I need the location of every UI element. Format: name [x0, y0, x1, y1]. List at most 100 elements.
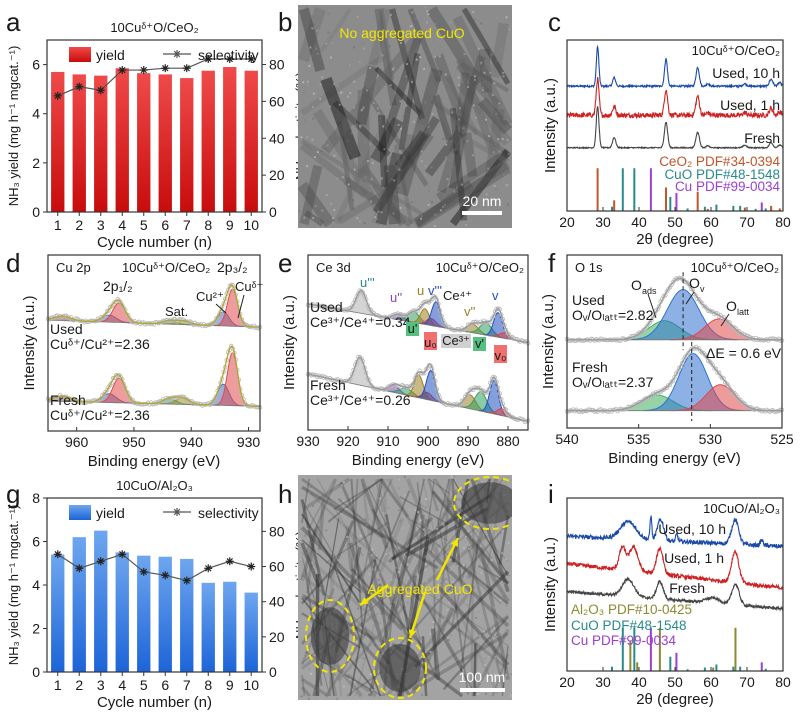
x-tick-label: 910 — [376, 433, 400, 449]
ratio-label: Ce³⁺/Ce⁴⁺=0.34 — [310, 314, 411, 330]
arrow-head — [450, 538, 458, 547]
x-axis-label: 2θ (degree) — [636, 231, 714, 248]
legend-label-selectivity: selectivity — [198, 505, 259, 521]
y2-tick-label: 80 — [269, 57, 285, 73]
bar-yield — [94, 530, 108, 672]
peak-label: Ce³⁺ — [442, 333, 470, 348]
raw-data-points — [564, 344, 785, 415]
region-label: Ce 3d — [316, 260, 351, 275]
arrow — [720, 313, 730, 327]
x-tick-label: 920 — [336, 433, 360, 449]
label-box — [494, 345, 507, 363]
ratio-label: Oᵥ/Oₗₐₜₜ=2.82 — [572, 307, 654, 323]
panel-label-d: d — [6, 248, 20, 278]
x-tick-label: 4 — [118, 217, 126, 233]
chart-title: 10Cuᵟ⁺O/CeO₂ — [122, 260, 210, 275]
x-tick-label: 8 — [204, 217, 212, 233]
y-tick-label: 6 — [32, 57, 40, 73]
selectivity-point — [204, 564, 213, 573]
peak-label: u''' — [360, 275, 375, 290]
panel-label-f: f — [548, 248, 556, 278]
cuo-aggregate — [379, 644, 421, 692]
selectivity-point — [139, 567, 148, 576]
peak-label: u'' — [390, 290, 402, 305]
fit-component — [214, 352, 251, 407]
legend-label-yield: yield — [96, 47, 125, 63]
y-axis-label: Intensity (a.u.) — [21, 295, 38, 390]
panel-label-g: g — [6, 479, 20, 509]
arrow-head — [408, 629, 417, 638]
selectivity-line — [57, 58, 252, 97]
selectivity-point — [247, 54, 256, 63]
scale-bar — [460, 688, 505, 692]
scale-bar-label: 100 nm — [459, 669, 506, 685]
x-tick-label: 950 — [122, 434, 146, 450]
selectivity-point — [204, 54, 213, 63]
selectivity-point — [225, 557, 234, 566]
panel-i-xrd-chart: Used, 10 h Used, 1 h Fresh 20 30 40 50 60 70 80 10… — [542, 497, 791, 708]
bar-yield — [180, 78, 194, 212]
ratio-label: Cuᵟ⁺/Cu²⁺=2.36 — [50, 407, 150, 423]
trace-label: Used, 1 h — [664, 550, 724, 566]
x-tick-label: 40 — [631, 674, 647, 690]
label-box — [473, 337, 486, 351]
bar-yield — [51, 71, 65, 212]
trace-label: Fresh — [669, 580, 705, 596]
highlight-ellipse — [305, 599, 355, 673]
bar-yield — [72, 537, 86, 672]
selectivity-point — [182, 64, 191, 73]
x-axis-label: Cycle number (n) — [97, 234, 212, 251]
arrow — [647, 293, 657, 319]
x-tick-label: 5 — [140, 217, 148, 233]
y2-tick-label: 0 — [269, 204, 277, 220]
y2-tick-label: 20 — [269, 629, 285, 645]
bar-yield — [115, 552, 129, 672]
ratio-label: Cuᵟ⁺/Cu²⁺=2.36 — [50, 336, 150, 352]
plot-frame — [566, 254, 783, 429]
region-label: Cu 2p — [56, 260, 91, 275]
y-axis-label: NH₃ yield (mg h⁻¹ mgcat.⁻¹) — [6, 505, 21, 666]
peak-label: v''' — [428, 283, 442, 298]
reference-legend: Cu PDF#99-0034 — [571, 633, 677, 648]
x-tick-label: 530 — [699, 431, 723, 447]
panel-label-a: a — [6, 7, 21, 37]
reference-legend: CuO PDF#48-1548 — [664, 167, 780, 182]
fit-component — [158, 398, 207, 405]
fit-component — [404, 375, 435, 402]
reference-legend: Cu PDF#99-0034 — [675, 179, 781, 194]
tem-image-b: No aggregated CuO 20 nm — [298, 5, 512, 228]
x-tick-label: 2 — [75, 677, 83, 693]
reference-legend: Al₂O₃ PDF#10-0425 — [571, 602, 692, 617]
peak-label: v' — [475, 336, 484, 351]
x-tick-label: 10 — [243, 677, 259, 693]
x-tick-label: 40 — [631, 214, 647, 230]
x-tick-label: 535 — [627, 431, 651, 447]
y-axis-label: Intensity (a.u.) — [542, 78, 559, 173]
x-tick-label: 3 — [97, 677, 105, 693]
plot-frame — [307, 254, 529, 431]
reference-legend: CuO PDF#48-1548 — [571, 618, 687, 633]
y-tick-label: 2 — [32, 155, 40, 171]
legend-swatch-yield — [69, 47, 91, 62]
highlight-ellipse — [373, 637, 427, 699]
bar-yield — [223, 67, 237, 213]
x-tick-label: 540 — [555, 431, 579, 447]
fit-component — [670, 384, 770, 411]
peak-label: Sat. — [165, 304, 188, 319]
bar-yield — [158, 74, 172, 213]
x-tick-label: 50 — [667, 674, 683, 690]
x-tick-label: 30 — [595, 674, 611, 690]
arrow — [685, 291, 695, 305]
panel-a-bar-chart: 1 2 3 4 5 6 7 8 9 10024602040608010Cuᵟ⁺O/CeO₂yiel… — [6, 20, 308, 251]
plot-frame — [46, 39, 263, 213]
x-tick-label: 8 — [204, 677, 212, 693]
bar-yield — [158, 556, 172, 672]
trace-label: Used — [310, 299, 343, 315]
x-tick-label: 930 — [237, 434, 261, 450]
panel-label-c: c — [548, 7, 561, 37]
x-tick-label: 7 — [183, 217, 191, 233]
fit-component — [343, 290, 380, 317]
x-tick-label: 70 — [739, 214, 755, 230]
